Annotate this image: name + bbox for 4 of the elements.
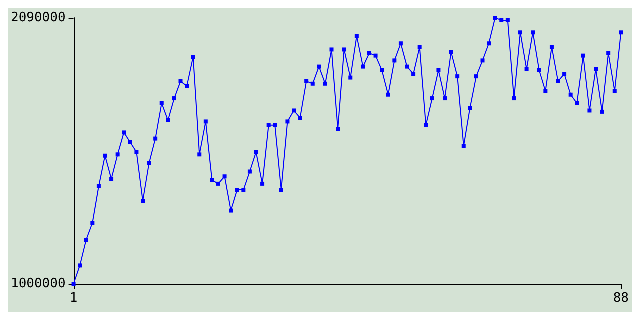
y-tick-label: 2090000 [10,10,66,26]
y-tick-label: 1000000 [10,276,66,292]
x-tick-label: 88 [613,291,629,306]
x-tick-label: 1 [70,291,78,306]
